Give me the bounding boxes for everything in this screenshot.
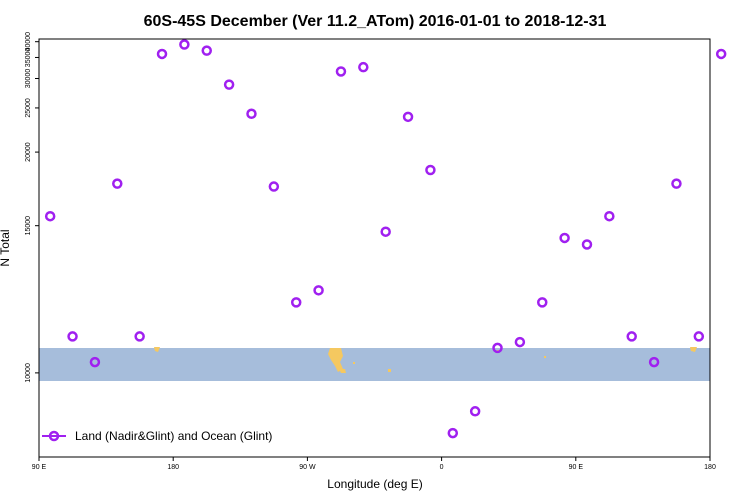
legend: Land (Nadir&Glint) and Ocean (Glint) bbox=[42, 429, 272, 443]
data-point bbox=[693, 331, 705, 342]
y-tick-label: 20000 bbox=[25, 142, 32, 162]
data-point bbox=[223, 79, 235, 90]
data-point bbox=[425, 164, 436, 176]
data-point bbox=[581, 239, 593, 250]
x-axis: 90 E 180 90 W 0 90 E 180 bbox=[32, 457, 716, 471]
land-patch-5 bbox=[388, 369, 391, 372]
data-point bbox=[67, 331, 78, 342]
data-point bbox=[447, 427, 459, 439]
x-tick-label: 180 bbox=[704, 464, 716, 471]
x-tick-label: 90 E bbox=[32, 464, 47, 471]
x-tick-label: 90 E bbox=[569, 464, 584, 471]
data-point bbox=[290, 297, 302, 308]
data-point bbox=[313, 285, 324, 296]
data-point bbox=[380, 226, 391, 237]
data-point bbox=[156, 48, 168, 60]
data-point bbox=[715, 48, 727, 60]
x-tick-label: 180 bbox=[167, 464, 179, 471]
data-point bbox=[469, 406, 481, 417]
data-point bbox=[514, 336, 526, 348]
x-tick-label: 0 bbox=[440, 464, 444, 471]
y-axis-label: N Total bbox=[0, 229, 12, 266]
data-point bbox=[492, 342, 503, 354]
land-patch-3 bbox=[339, 369, 346, 373]
data-point bbox=[358, 61, 369, 73]
data-point bbox=[134, 331, 145, 342]
data-point bbox=[201, 45, 212, 56]
legend-marker bbox=[48, 430, 60, 442]
chart-title: 60S-45S December (Ver 11.2_ATom) 2016-01… bbox=[144, 13, 607, 30]
y-tick-label: 15000 bbox=[25, 216, 32, 236]
data-point bbox=[268, 181, 280, 192]
land-patch-8 bbox=[690, 347, 697, 352]
data-point bbox=[559, 232, 570, 244]
map-ocean-band bbox=[39, 348, 710, 381]
land-patch-1 bbox=[154, 347, 160, 352]
x-tick-label: 90 W bbox=[299, 464, 316, 471]
data-point bbox=[89, 356, 101, 368]
y-tick-label: 40000 bbox=[25, 32, 32, 52]
data-point bbox=[648, 356, 660, 368]
data-point bbox=[626, 331, 637, 342]
data-point bbox=[246, 108, 257, 120]
data-point bbox=[402, 111, 414, 123]
y-tick-label: 25000 bbox=[25, 98, 32, 118]
data-point bbox=[604, 210, 615, 222]
x-axis-label: Longitude (deg E) bbox=[327, 477, 422, 491]
data-point bbox=[671, 178, 682, 189]
data-point bbox=[537, 297, 548, 308]
land-patch-7 bbox=[544, 356, 546, 358]
data-point bbox=[335, 66, 347, 77]
plot-frame bbox=[38, 38, 711, 458]
data-point bbox=[44, 210, 56, 222]
data-points bbox=[44, 39, 727, 439]
data-point bbox=[179, 39, 190, 50]
y-tick-label: 10000 bbox=[25, 363, 32, 383]
land-patch-2 bbox=[328, 348, 343, 372]
map-band bbox=[39, 347, 710, 381]
y-tick-label: 35000 bbox=[25, 48, 32, 68]
data-point bbox=[112, 178, 123, 189]
land-patch-4 bbox=[353, 362, 355, 364]
legend-label: Land (Nadir&Glint) and Ocean (Glint) bbox=[75, 429, 272, 443]
y-tick-label: 30000 bbox=[25, 69, 32, 89]
